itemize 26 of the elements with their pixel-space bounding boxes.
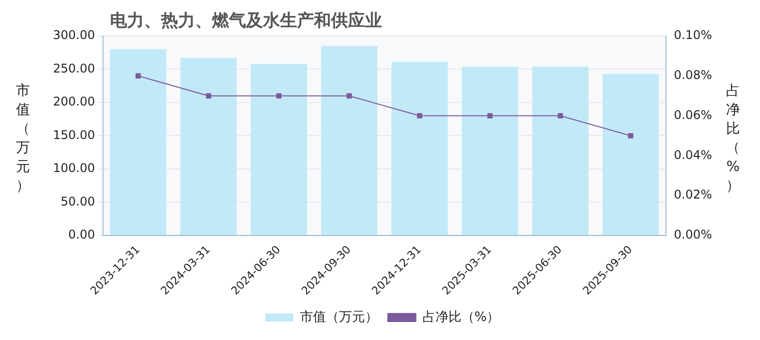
- y2-tick-label: 0.06%: [674, 108, 712, 122]
- y2-tick-label: 0.02%: [674, 188, 712, 202]
- y-tick-label: 150.00: [52, 128, 95, 142]
- point: [346, 93, 352, 98]
- legend-label: 占净比（%）: [422, 310, 500, 325]
- point: [487, 113, 493, 118]
- y-tick-label: 300.00: [52, 28, 95, 42]
- point: [558, 113, 563, 118]
- y2-tick-label: 0.00%: [674, 228, 712, 242]
- y-tick-label: 200.00: [52, 94, 95, 109]
- point: [416, 113, 422, 118]
- chart-title: 电力、热力、燃气及水生产和供应业: [110, 10, 382, 32]
- point: [276, 93, 282, 98]
- y-tick-label: 50.00: [60, 194, 95, 208]
- y-tick-label: 0.00: [68, 228, 95, 242]
- y2-tick-label: 0.08%: [674, 68, 712, 82]
- point: [136, 73, 141, 79]
- y2-tick-label: 0.04%: [674, 148, 712, 162]
- y-axis-title: 市值（万元）: [15, 82, 31, 196]
- y-tick-label: 250.00: [52, 61, 95, 76]
- y-tick-label: 100.00: [52, 161, 95, 176]
- point: [628, 133, 634, 138]
- y2-tick-label: 0.10%: [674, 28, 712, 42]
- y2-axis-title: 占净比（%）: [725, 82, 741, 196]
- legend-label: 市值（万元）: [300, 310, 378, 325]
- point: [206, 93, 212, 98]
